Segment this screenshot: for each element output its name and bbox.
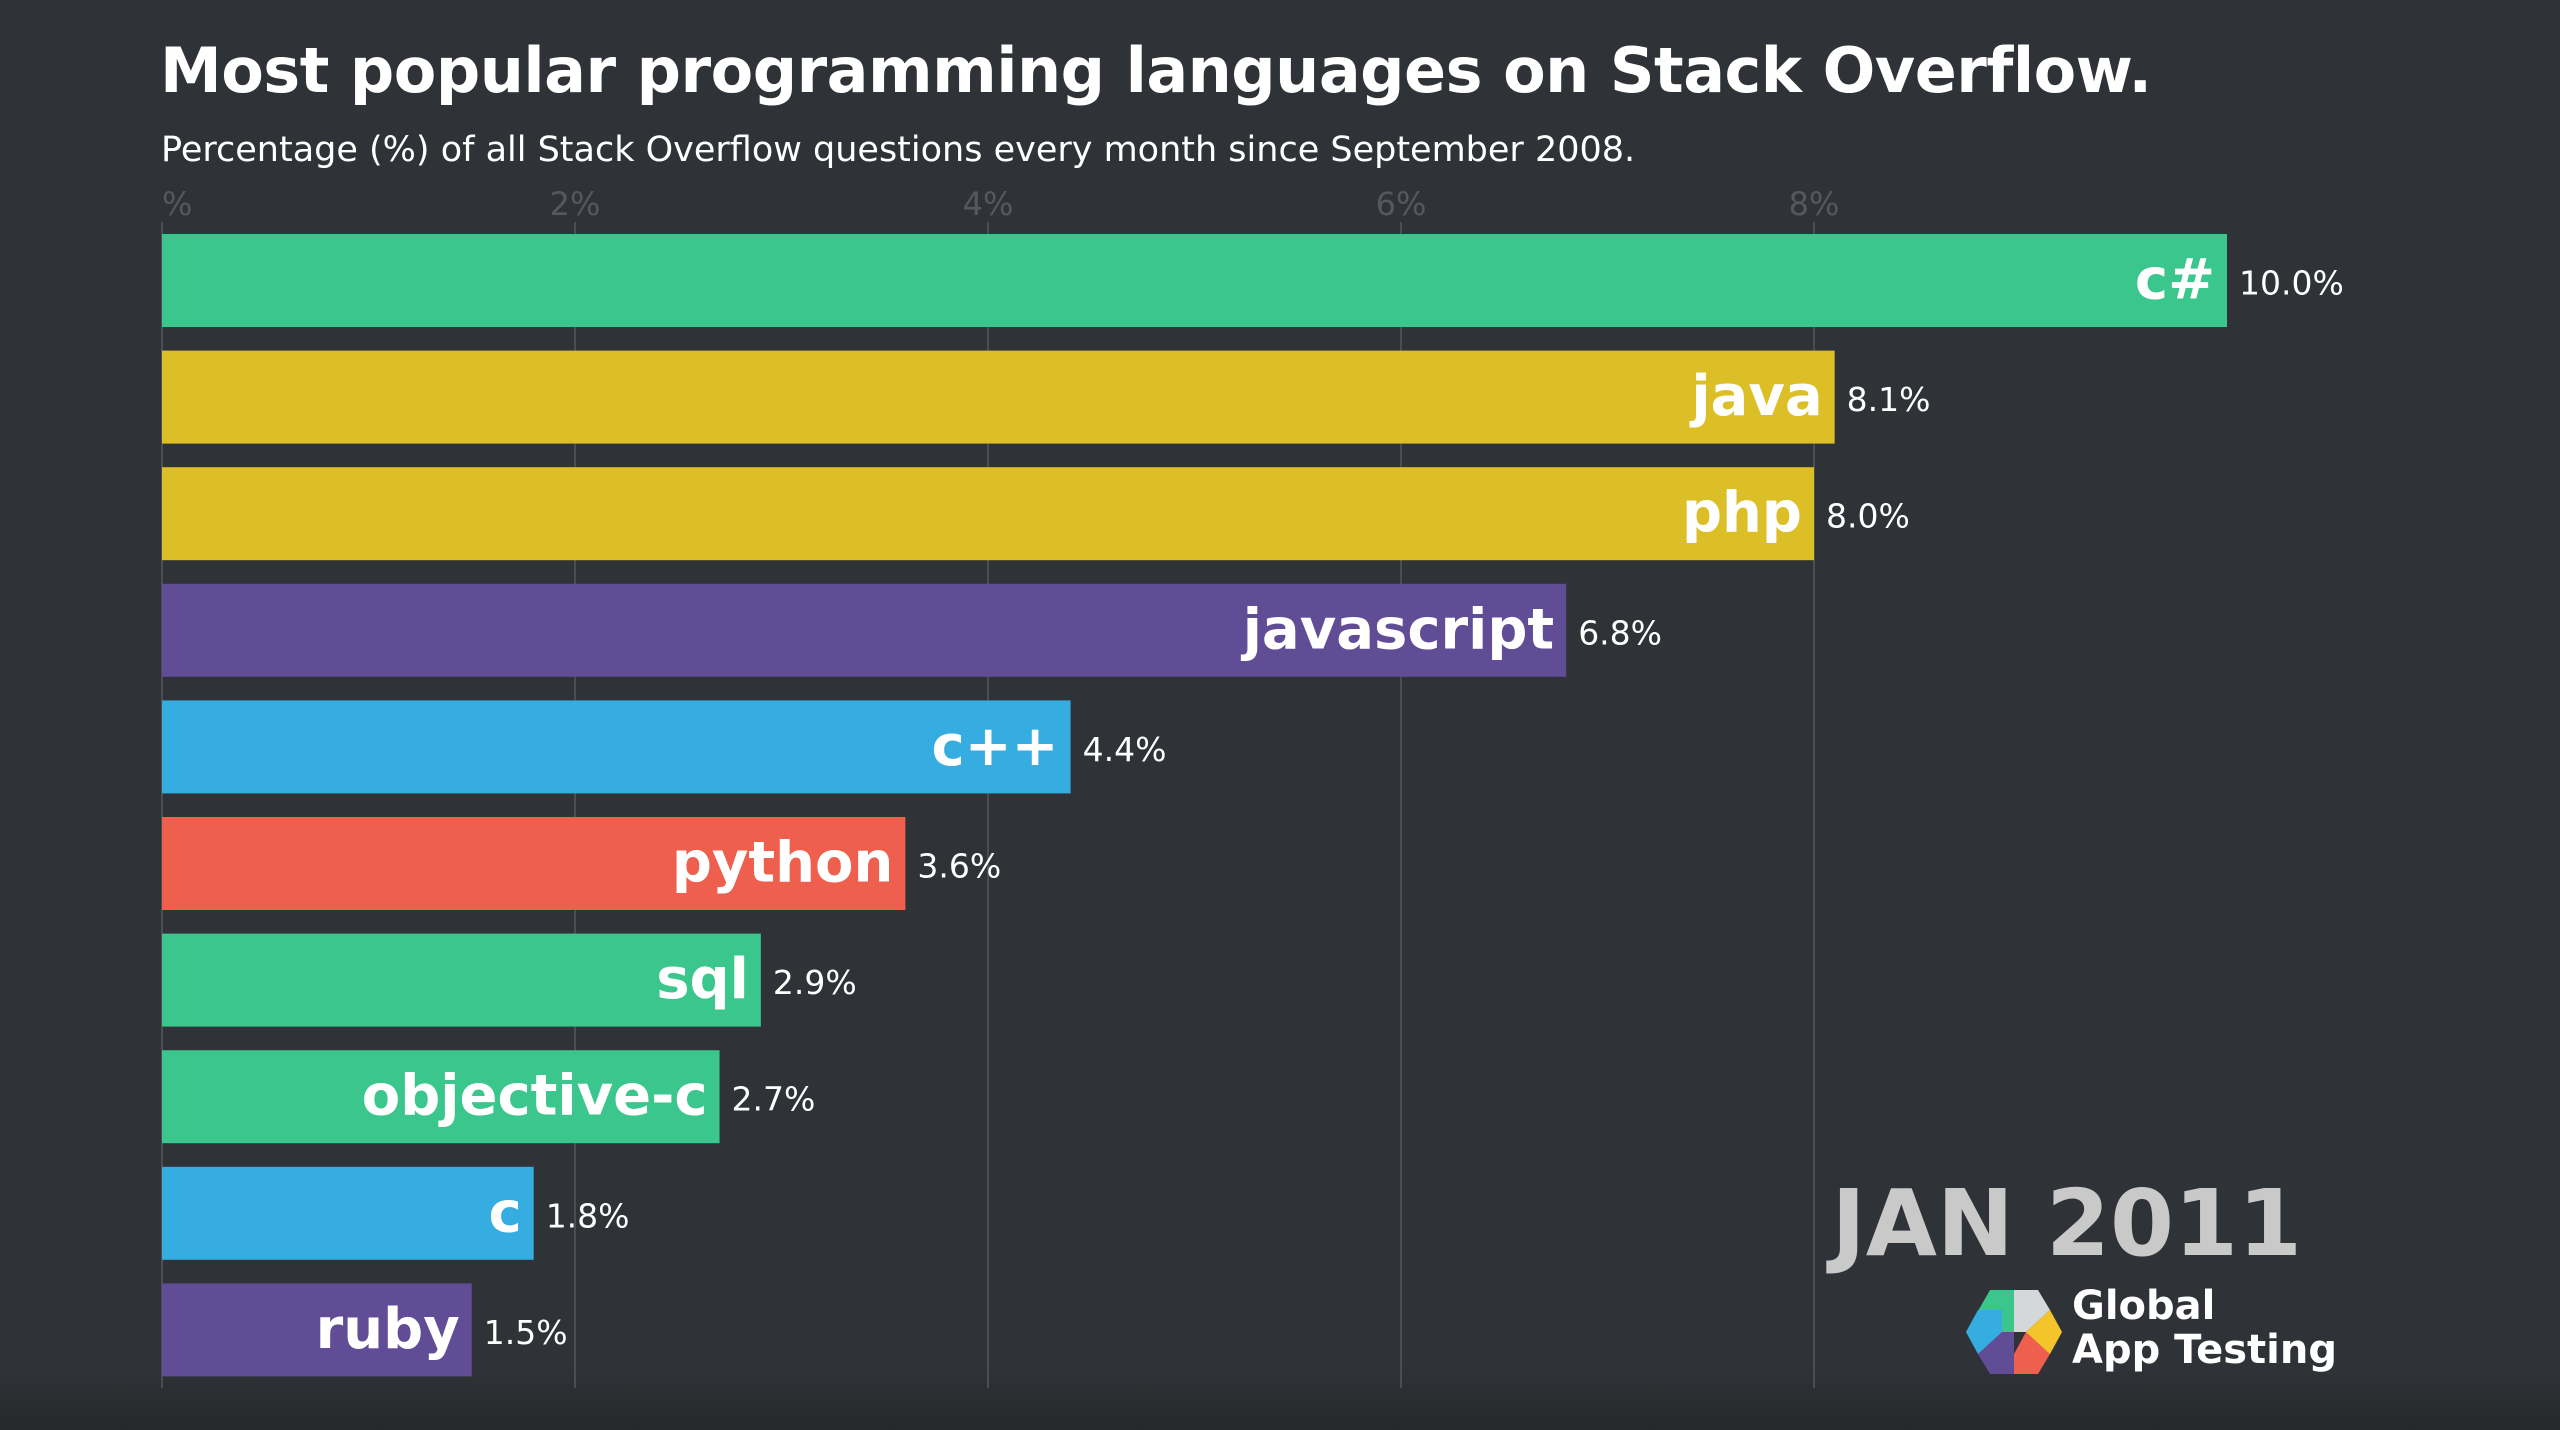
chart-subtitle: Percentage (%) of all Stack Overflow que… <box>161 130 1636 170</box>
x-tick-label: 2% <box>550 185 601 223</box>
bar-category-label: c <box>488 1180 521 1245</box>
bar-value-label: 1.5% <box>484 1313 568 1352</box>
bar-value-label: 4.4% <box>1083 730 1167 769</box>
bar-python <box>162 817 906 910</box>
bar-javascript <box>162 583 1567 677</box>
date-label: JAN 2011 <box>1831 1170 2302 1277</box>
x-tick-label: 8% <box>1789 185 1840 223</box>
bottom-shade <box>0 1370 2560 1430</box>
logo-text: Global App Testing <box>2072 1284 2337 1372</box>
bar-category-label: objective-c <box>362 1064 708 1129</box>
global-app-testing-logo-icon <box>1966 1290 2062 1374</box>
bar-category-label: php <box>1682 481 1802 546</box>
bar-php <box>162 467 1814 561</box>
x-tick-label: % <box>162 185 192 223</box>
bar-value-label: 8.1% <box>1847 380 1931 419</box>
bar-value-label: 6.8% <box>1578 613 1662 652</box>
bar-value-label: 2.7% <box>732 1080 816 1119</box>
bar-value-label: 10.0% <box>2239 264 2344 303</box>
bar-value-label: 1.8% <box>546 1196 630 1235</box>
logo-line-2: App Testing <box>2072 1327 2337 1373</box>
bar-value-label: 8.0% <box>1826 497 1910 536</box>
logo-line-1: Global <box>2072 1283 2216 1329</box>
x-tick-label: 6% <box>1376 185 1427 223</box>
bar-c# <box>162 234 2227 327</box>
bar-category-label: ruby <box>316 1297 460 1362</box>
bar-category-label: c# <box>2135 248 2215 313</box>
bar-objective-c <box>162 1050 720 1144</box>
bar-category-label: python <box>672 831 894 896</box>
bar-category-label: c++ <box>932 714 1059 779</box>
bar-c <box>162 1166 534 1260</box>
bar-ruby <box>162 1283 472 1377</box>
bar-c++ <box>162 700 1071 794</box>
bar-sql <box>162 933 761 1027</box>
chart-title: Most popular programming languages on St… <box>160 34 2152 107</box>
bar-category-label: java <box>1689 364 1822 429</box>
bar-value-label: 3.6% <box>917 847 1001 886</box>
bar-value-label: 2.9% <box>773 963 857 1002</box>
x-tick-label: 4% <box>963 185 1014 223</box>
bar-java <box>162 350 1835 444</box>
bar-category-label: javascript <box>1241 597 1554 662</box>
bar-category-label: sql <box>656 947 749 1012</box>
